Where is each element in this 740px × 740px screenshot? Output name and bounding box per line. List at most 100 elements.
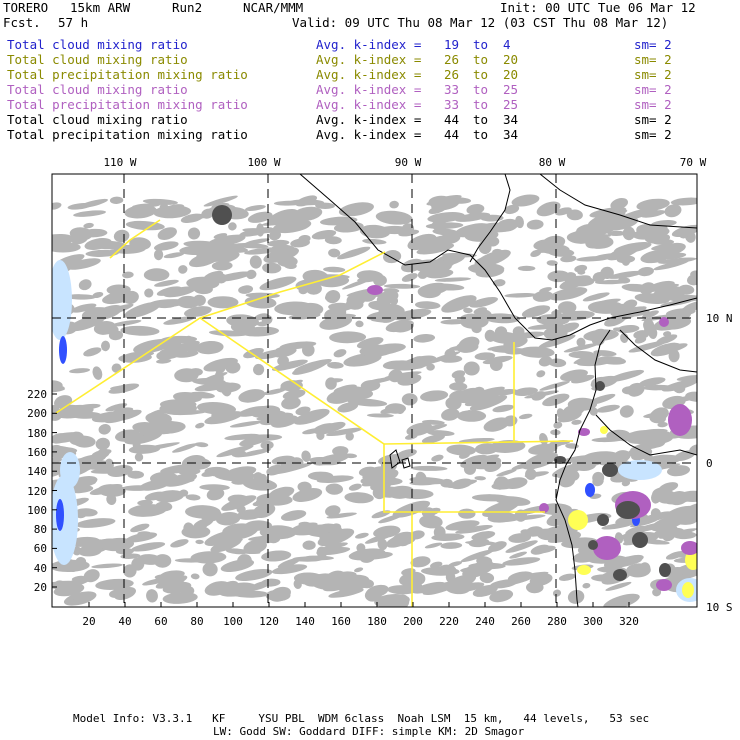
map-frame bbox=[51, 173, 698, 608]
legend-k-from: 33 bbox=[444, 82, 460, 97]
cloud-patch bbox=[636, 198, 670, 211]
cloud-patch bbox=[124, 204, 157, 219]
cloud-patch bbox=[256, 223, 265, 237]
cloud-patch bbox=[170, 539, 189, 548]
cloud-patch bbox=[220, 580, 239, 592]
cloud-patch bbox=[89, 484, 123, 495]
cloud-patch bbox=[73, 210, 107, 217]
cloud-patch bbox=[621, 479, 631, 487]
legend-field: Total cloud mixing ratio bbox=[7, 52, 188, 67]
cloud-patch bbox=[203, 270, 224, 281]
cloud-patch bbox=[615, 556, 642, 565]
cloud-patch bbox=[195, 340, 224, 355]
cloud-patch bbox=[423, 284, 447, 293]
cloud-patch bbox=[313, 453, 351, 466]
cloud-patch bbox=[658, 257, 697, 264]
cloud-patch bbox=[661, 316, 692, 330]
cloud-patch bbox=[471, 324, 482, 334]
legend-kindex-label: Avg. k-index = bbox=[316, 82, 422, 97]
lat-label: 0 bbox=[706, 457, 713, 470]
cloud-patch bbox=[159, 401, 197, 415]
cloud-patch bbox=[606, 369, 645, 383]
cloud-patch bbox=[183, 335, 195, 350]
cloud-patch bbox=[627, 382, 645, 397]
cloud-patch bbox=[536, 201, 561, 217]
cloud-patch bbox=[445, 571, 456, 583]
cloud-patch bbox=[144, 288, 154, 298]
cloud-patch bbox=[292, 206, 323, 222]
cloud-patch bbox=[326, 389, 355, 404]
cloud-patch bbox=[261, 550, 292, 562]
cloud-patch bbox=[426, 195, 462, 206]
cloud-patch bbox=[558, 473, 576, 488]
cloud-patch bbox=[399, 355, 437, 371]
cloud-patch bbox=[650, 407, 669, 421]
yellow-patch bbox=[685, 550, 697, 570]
cloud-patch bbox=[203, 195, 238, 207]
legend-kindex-label: Avg. k-index = bbox=[316, 67, 422, 82]
cloud-patch bbox=[547, 270, 570, 283]
cloud-patch bbox=[337, 246, 371, 260]
cloud-patch bbox=[533, 545, 556, 554]
cloud-patch bbox=[463, 361, 480, 376]
cloud-patch bbox=[612, 327, 625, 332]
cloud-patch bbox=[663, 533, 675, 542]
cloud-patch bbox=[475, 249, 511, 267]
cloud-patch bbox=[639, 562, 651, 575]
purple-patch bbox=[539, 503, 549, 513]
cloud-patch bbox=[163, 252, 185, 259]
cloud-patch bbox=[215, 273, 227, 284]
cloud-patch bbox=[567, 397, 598, 411]
cloud-patch bbox=[439, 564, 457, 575]
cloud-patch bbox=[104, 458, 114, 473]
cloud-patch bbox=[582, 582, 591, 589]
cloud-patch bbox=[179, 245, 216, 256]
cloud-patch bbox=[239, 435, 269, 447]
coastline bbox=[389, 449, 401, 469]
cloud-patch bbox=[150, 503, 169, 512]
cloud-patch bbox=[193, 283, 213, 295]
cloud-patch bbox=[616, 255, 636, 264]
cloud-patch bbox=[245, 205, 266, 211]
cloud-patch bbox=[603, 593, 640, 607]
legend-kindex-label: Avg. k-index = bbox=[316, 127, 422, 142]
cloud-patch bbox=[475, 266, 505, 278]
cloud-patch bbox=[110, 319, 142, 327]
legend-field: Total cloud mixing ratio bbox=[7, 112, 188, 127]
cloud-patch bbox=[591, 574, 620, 582]
cloud-patch bbox=[473, 386, 485, 395]
cloud-patch bbox=[324, 293, 337, 301]
cloud-patch bbox=[425, 351, 461, 365]
cloud-patch bbox=[294, 359, 332, 372]
cloud-patch bbox=[639, 377, 666, 387]
purple-patch bbox=[681, 541, 697, 555]
lat-label: 10 N bbox=[706, 312, 733, 325]
cloud-patch bbox=[401, 273, 418, 282]
cloud-patch bbox=[92, 366, 103, 380]
cloud-patch bbox=[163, 286, 196, 298]
cloud-patch bbox=[637, 266, 654, 277]
cloud-patch bbox=[653, 260, 689, 271]
cloud-patch bbox=[52, 384, 65, 390]
cloud-patch bbox=[508, 533, 532, 543]
y-tick-label: 140 bbox=[27, 465, 47, 479]
legend-sm: sm= 2 bbox=[634, 112, 672, 127]
cloud-patch bbox=[592, 298, 621, 307]
cloud-patch bbox=[678, 228, 689, 239]
cloud-patch bbox=[115, 409, 142, 421]
cloud-patch bbox=[458, 336, 480, 351]
cloud-patch bbox=[316, 475, 354, 484]
cloud-patch bbox=[337, 402, 359, 413]
cloud-patch bbox=[586, 220, 622, 237]
cloud-patch bbox=[256, 417, 282, 422]
legend-k-to: 34 bbox=[503, 112, 519, 127]
legend-k-from: 26 bbox=[444, 67, 460, 82]
cloud-patch bbox=[328, 248, 341, 258]
cloud-patch bbox=[373, 274, 387, 287]
cloud-patch bbox=[553, 421, 563, 429]
cloud-patch bbox=[524, 390, 559, 399]
cloud-patch bbox=[640, 283, 680, 291]
purple-patch bbox=[578, 428, 590, 436]
light-blue-patch bbox=[52, 475, 78, 565]
cloud-patch bbox=[492, 279, 506, 287]
